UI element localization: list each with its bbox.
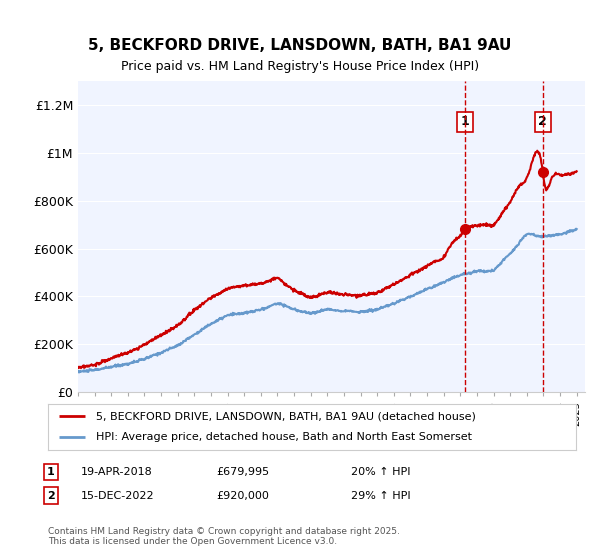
Text: 19-APR-2018: 19-APR-2018 xyxy=(81,467,153,477)
Text: 1: 1 xyxy=(461,115,470,128)
Text: 20% ↑ HPI: 20% ↑ HPI xyxy=(351,467,410,477)
Text: 5, BECKFORD DRIVE, LANSDOWN, BATH, BA1 9AU: 5, BECKFORD DRIVE, LANSDOWN, BATH, BA1 9… xyxy=(88,39,512,53)
Text: 2: 2 xyxy=(538,115,547,128)
Text: 29% ↑ HPI: 29% ↑ HPI xyxy=(351,491,410,501)
Text: £679,995: £679,995 xyxy=(216,467,269,477)
Text: Price paid vs. HM Land Registry's House Price Index (HPI): Price paid vs. HM Land Registry's House … xyxy=(121,59,479,73)
Text: Contains HM Land Registry data © Crown copyright and database right 2025.
This d: Contains HM Land Registry data © Crown c… xyxy=(48,527,400,546)
Text: 1: 1 xyxy=(47,467,55,477)
Text: 5, BECKFORD DRIVE, LANSDOWN, BATH, BA1 9AU (detached house): 5, BECKFORD DRIVE, LANSDOWN, BATH, BA1 9… xyxy=(95,411,475,421)
Text: 2: 2 xyxy=(47,491,55,501)
Text: £920,000: £920,000 xyxy=(216,491,269,501)
Text: 15-DEC-2022: 15-DEC-2022 xyxy=(81,491,155,501)
Text: HPI: Average price, detached house, Bath and North East Somerset: HPI: Average price, detached house, Bath… xyxy=(95,432,472,442)
